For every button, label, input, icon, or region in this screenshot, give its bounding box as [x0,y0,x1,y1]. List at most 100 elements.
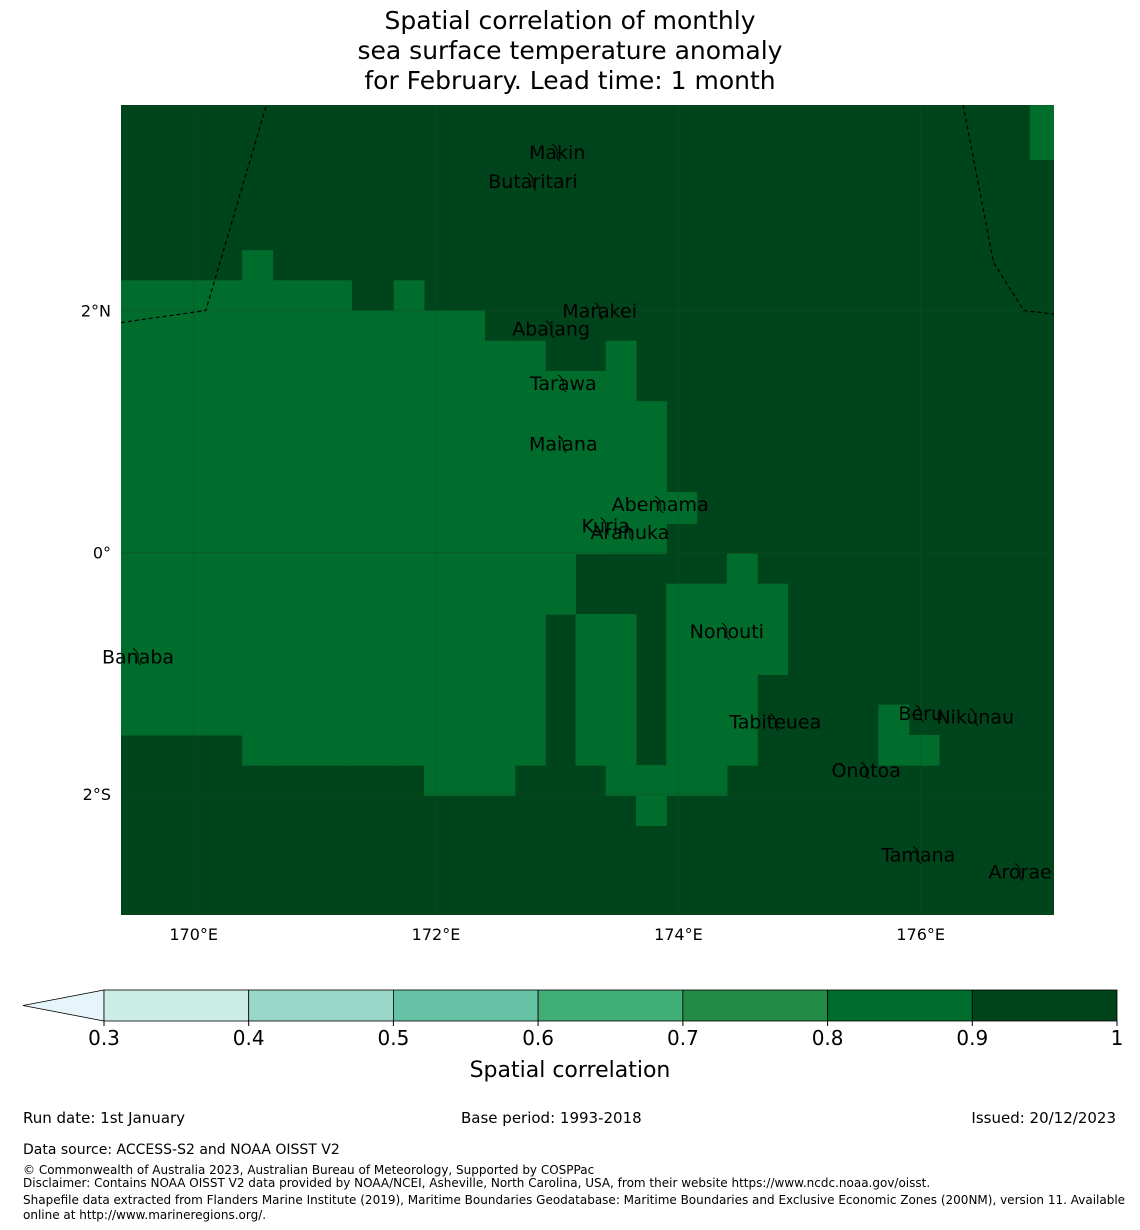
island-label-abemama: Abemama [612,494,709,516]
correlation-cell-14 [636,795,667,827]
colorbar-under-arrow [22,989,105,1022]
correlation-cell-12 [575,614,637,766]
correlation-cell-6 [484,340,516,796]
disclaimer: Disclaimer: Contains NOAA OISST V2 data … [23,1176,931,1190]
correlation-cell-21 [1029,105,1054,160]
correlation-cell-7 [514,340,546,766]
colorbar-tick-label: 0.9 [956,1026,988,1050]
colorbar-tick-label: 0.3 [88,1026,120,1050]
lon-tick-label: 176°E [896,925,945,944]
colorbar-tick-label: 0.7 [667,1026,699,1050]
lat-tick-label: 0° [93,543,111,562]
colorbar-label: Spatial correlation [470,1058,671,1083]
issued-date: Issued: 20/12/2023 [971,1109,1116,1127]
correlation-cell-11 [636,401,667,555]
title-line-2: sea surface temperature anomaly [357,36,783,65]
island-label-onotoa: Onotoa [832,760,901,782]
island-outline-banaba [132,647,142,666]
lat-tick-label: 2°S [83,785,111,804]
island-outline-nonouti [721,622,731,641]
map-title: Spatial correlation of monthly sea surfa… [270,6,870,96]
island-label-arorae: Arorae [989,862,1052,884]
shapefile-credit-line-1: Shapefile data extracted from Flanders M… [23,1193,1126,1207]
island-outline-arorae [1014,863,1024,881]
eez-boundary-line-0 [121,105,267,324]
island-outline-aranuka [624,523,634,542]
colorbar-tick-label: 0.4 [233,1026,265,1050]
colorbar-bin-4 [682,989,829,1022]
colorbar-bin-1 [248,989,394,1022]
correlation-cell-10 [605,340,637,555]
colorbar-bin-3 [537,989,684,1022]
copyright-notice: © Commonwealth of Australia 2023, Austra… [23,1163,595,1177]
correlation-cell-0 [121,280,243,736]
island-outline-tamana [913,846,922,864]
island-outline-abaiang [545,320,555,339]
lon-tick-label: 172°E [412,925,461,944]
data-source: Data source: ACCESS-S2 and NOAA OISST V2 [23,1142,340,1158]
shapefile-credit-line-2: online at http://www.marineregions.org/. [23,1208,267,1222]
correlation-cell-13 [605,765,667,796]
run-date: Run date: 1st January [23,1109,186,1127]
base-period: Base period: 1993-2018 [461,1109,642,1127]
correlation-cell-19 [878,704,910,766]
correlation-cell-5 [423,310,486,796]
island-label-marakei: Marakei [562,301,637,323]
island-outline-makin [551,143,561,162]
graticule [121,105,1054,915]
island-outline-abemama [654,495,664,514]
correlation-cell-18 [757,583,788,675]
island-label-nonouti: Nonouti [690,621,764,643]
title-line-1: Spatial correlation of monthly [384,6,756,35]
colorbar-bin-0 [103,989,250,1022]
correlation-cell-2 [272,280,352,766]
title-line-3: for February. Lead time: 1 month [364,66,776,95]
island-outline-tarawa [558,374,567,393]
island-label-aranuka: Aranuka [590,522,669,544]
island-outline-kuria [600,517,610,536]
island-label-abaiang: Abaiang [512,319,590,341]
colorbar-tick-label: 0.5 [377,1026,409,1050]
island-outline-nikunau [969,708,979,727]
island-label-tabiteuea: Tabiteuea [728,712,821,734]
island-label-tarawa: Tarawa [529,373,597,395]
island-label-beru: Beru [898,703,943,725]
correlation-cell-4 [393,280,425,766]
colorbar-tick-label: 0.6 [522,1026,554,1050]
island-label-maiana: Maiana [529,434,598,456]
colorbar-tick-label: 1 [1111,1026,1124,1050]
correlation-cell-20 [908,734,940,766]
island-label-makin: Makin [529,142,585,164]
colorbar-bin-5 [827,989,973,1022]
island-label-nikunau: Nikunau [936,707,1014,729]
correlation-cell-15 [666,491,698,524]
eez-boundaries [121,105,1054,324]
correlation-cell-9 [575,371,607,555]
correlation-cells [121,105,1054,827]
correlation-cell-8 [545,371,576,615]
island-label-tamana: Tamana [880,845,955,867]
island-outline-onotoa [860,761,870,780]
correlation-cell-1 [242,250,274,766]
island-outline-butaritari [527,172,537,191]
island-outline-maiana [558,435,567,453]
correlation-cell-3 [351,310,395,766]
lon-tick-label: 174°E [654,925,703,944]
colorbar-bin-2 [392,989,539,1022]
colorbar-bin-6 [971,989,1118,1022]
colorbar: 0.3 0.4 0.5 0.6 0.7 0.8 0.9 1 [22,989,1124,1050]
eez-boundary-line-1 [962,105,1054,315]
axis-tick-labels: 2°N 0° 2°S 170°E 172°E 174°E 176°E [81,302,945,945]
correlation-cell-17 [726,553,758,766]
correlation-cell-16 [666,583,728,796]
island-outline-tabiteuea [770,713,779,731]
island-outline-marakei [594,302,603,320]
lat-tick-label: 2°N [81,302,111,321]
colorbar-tick-label: 0.8 [812,1026,844,1050]
island-label-kuria: Kuria [582,516,630,538]
island-label-banaba: Banaba [102,646,174,668]
island-label-butaritari: Butaritari [488,171,577,193]
